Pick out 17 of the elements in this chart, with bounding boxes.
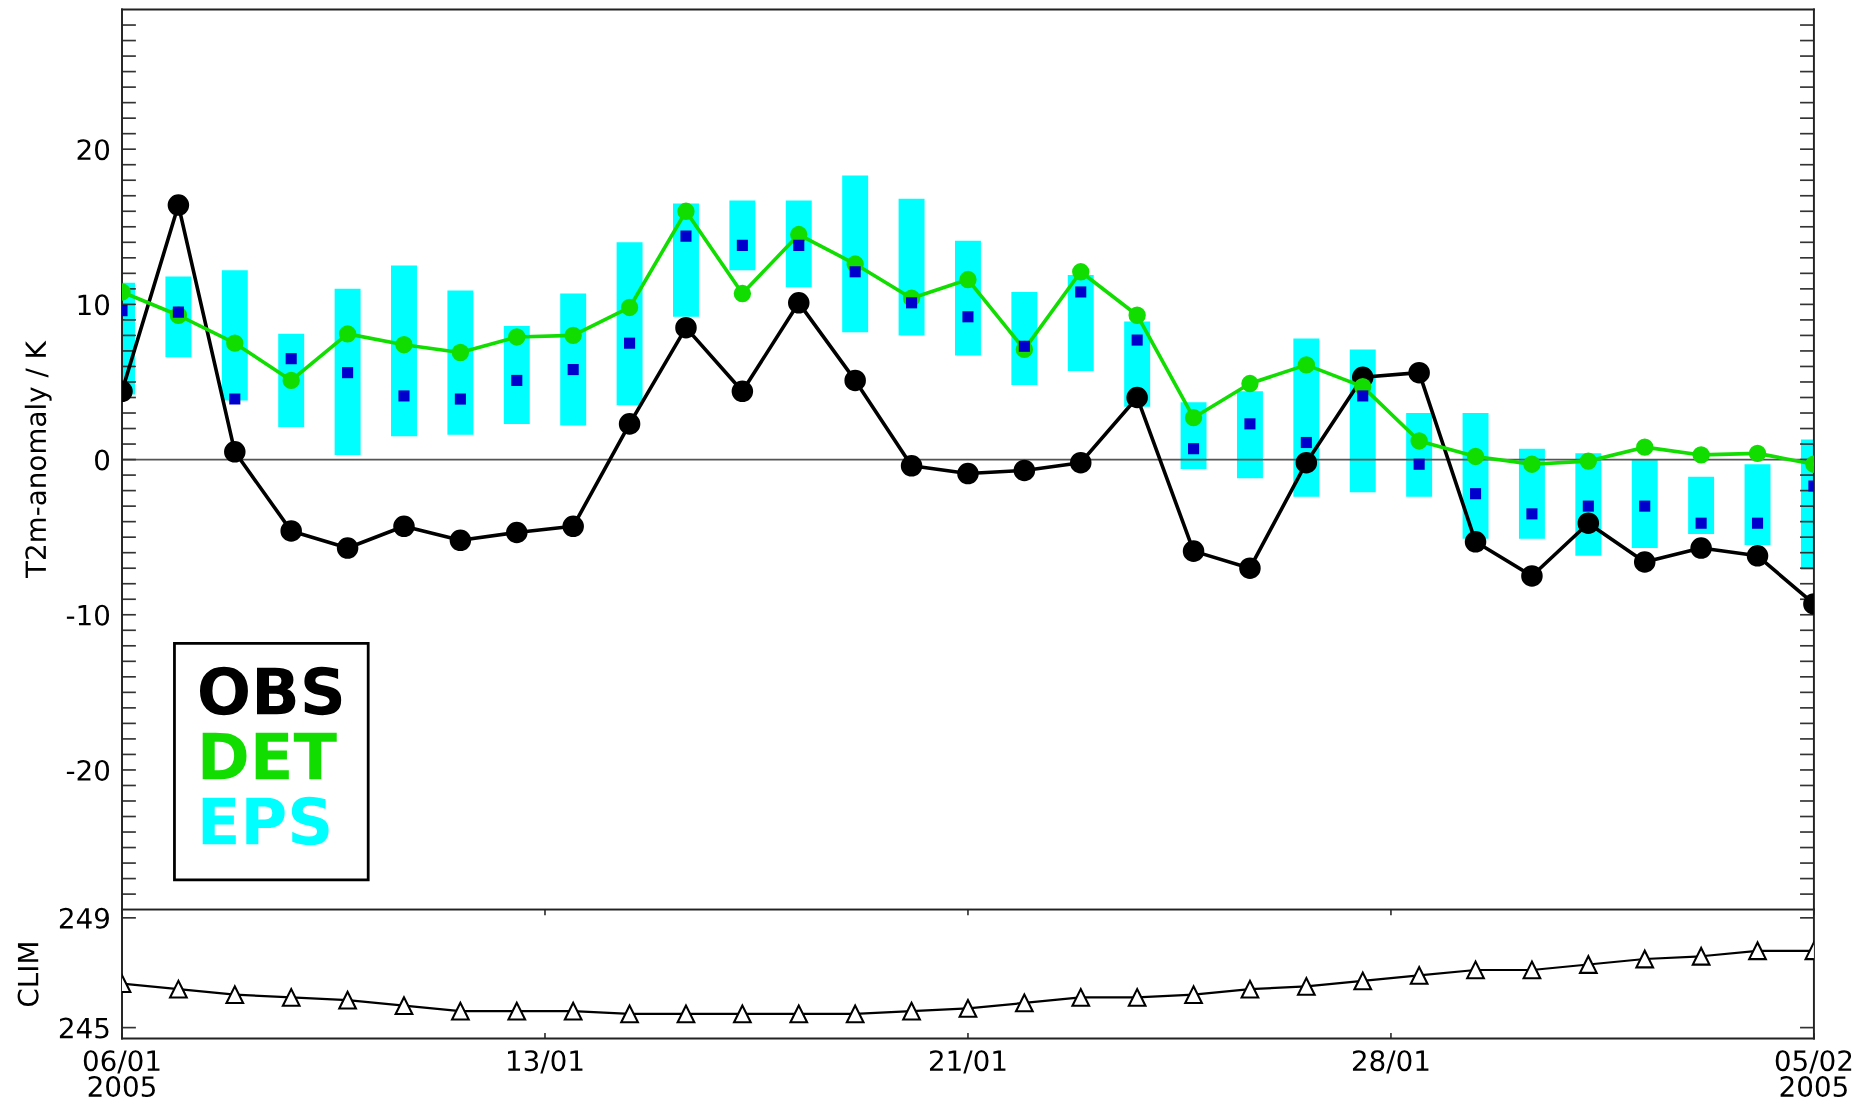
- x-tick-label: 28/01: [1352, 1050, 1429, 1074]
- y-tick-label: 0: [95, 449, 110, 471]
- text: EPS: [202, 796, 329, 846]
- y-tick-label: 245: [59, 1017, 109, 1039]
- y-tick-label: -20: [66, 759, 110, 781]
- x-tick-label: 21/01: [929, 1050, 1006, 1074]
- x-tick-label: 05/02 2005: [1775, 1050, 1852, 1098]
- x-tick-label: 06/01 2005: [83, 1050, 160, 1098]
- text: DET: [202, 732, 337, 780]
- y-axis-title: CLIM: [17, 943, 39, 1007]
- y-tick-label: -10: [66, 604, 110, 626]
- x-tick-label: 13/01: [508, 1050, 583, 1074]
- series-label: OBS: [200, 666, 342, 716]
- y-tick-label: 249: [59, 907, 109, 929]
- y-tick-label: 10: [78, 294, 110, 316]
- y-tick-label: 20: [77, 139, 110, 161]
- y-axis-title: T2m-anomaly / K: [24, 340, 52, 579]
